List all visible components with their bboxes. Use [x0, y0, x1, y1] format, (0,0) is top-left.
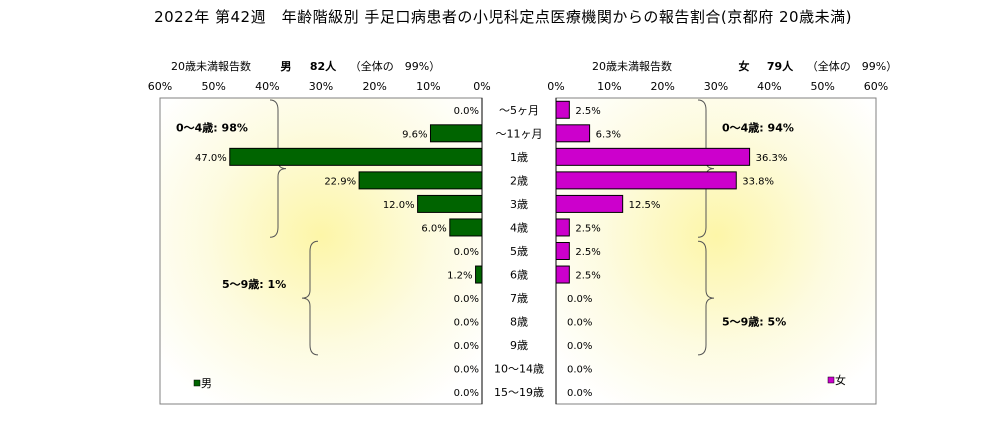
- male-legend-swatch: [193, 379, 201, 387]
- male-value-label: 6.0%: [421, 223, 446, 234]
- category-label: 7歳: [510, 292, 528, 305]
- male-bar: [417, 194, 483, 213]
- female-value-label: 2.5%: [575, 106, 600, 117]
- male-bar: [358, 171, 483, 190]
- female-annotation-0-4: 0～4歳: 94%: [722, 120, 794, 134]
- female-bar: [555, 147, 751, 166]
- female-x-tick-label: 20%: [650, 80, 674, 93]
- female-header-count: 79人: [767, 59, 794, 73]
- male-brace-0-4: [269, 99, 287, 238]
- male-value-label: 0.0%: [454, 106, 479, 117]
- female-bar: [555, 194, 624, 213]
- male-bar: [475, 265, 483, 284]
- female-brace-5-9: [697, 240, 715, 356]
- female-bar: [555, 265, 570, 284]
- category-label: 5歳: [510, 245, 528, 258]
- male-header-count: 82人: [310, 59, 337, 73]
- female-value-label: 6.3%: [596, 129, 621, 140]
- male-bar: [449, 218, 483, 237]
- female-bar: [555, 100, 570, 119]
- female-plot-area: [555, 97, 877, 405]
- male-header-total: （全体の 99%）: [350, 59, 440, 73]
- category-label: 2歳: [510, 174, 528, 187]
- male-value-label: 0.0%: [454, 318, 479, 329]
- female-value-label: 2.5%: [575, 223, 600, 234]
- female-x-tick-label: 60%: [864, 80, 888, 93]
- female-value-label: 36.3%: [756, 153, 788, 164]
- female-value-label: 33.8%: [742, 176, 774, 187]
- female-value-label: 0.0%: [567, 294, 592, 305]
- male-header-count-label: 20歳未満報告数: [171, 60, 251, 73]
- male-brace-5-9: [301, 240, 319, 356]
- category-label: 9歳: [510, 339, 528, 352]
- male-value-label: 1.2%: [447, 271, 472, 282]
- male-x-tick-label: 40%: [255, 80, 279, 93]
- female-bar: [555, 124, 591, 143]
- male-value-label: 0.0%: [454, 365, 479, 376]
- male-value-label: 0.0%: [454, 341, 479, 352]
- chart-title: 2022年 第42週 年齢階級別 手足口病患者の小児科定点医療機関からの報告割合…: [154, 8, 852, 26]
- female-bar: [555, 242, 570, 260]
- female-value-label: 2.5%: [575, 247, 600, 258]
- male-header-sex: 男: [281, 60, 292, 73]
- category-label: 1歳: [510, 151, 528, 164]
- male-annotation-0-4: 0～4歳: 98%: [176, 120, 248, 134]
- female-x-tick-label: 10%: [597, 80, 621, 93]
- male-plot-area: [159, 97, 483, 405]
- male-value-label: 47.0%: [195, 153, 227, 164]
- male-legend-label: 男: [201, 377, 212, 390]
- male-x-tick-label: 10%: [416, 80, 440, 93]
- male-x-tick-label: 30%: [309, 80, 333, 93]
- category-label: 10～14歳: [494, 363, 544, 376]
- category-label: 4歳: [510, 221, 528, 234]
- male-value-label: 12.0%: [383, 200, 415, 211]
- male-value-label: 0.0%: [454, 388, 479, 399]
- female-x-tick-label: 0%: [547, 80, 564, 93]
- category-label: 8歳: [510, 316, 528, 329]
- category-label: ～5ヶ月: [499, 104, 539, 117]
- male-x-tick-label: 20%: [362, 80, 386, 93]
- male-value-label: 0.0%: [454, 247, 479, 258]
- category-label: ～11ヶ月: [496, 127, 543, 140]
- female-x-tick-label: 50%: [810, 80, 834, 93]
- male-x-tick-label: 50%: [201, 80, 225, 93]
- male-value-label: 22.9%: [324, 176, 356, 187]
- female-header-count-label: 20歳未満報告数: [592, 60, 672, 73]
- female-header-sex: 女: [739, 59, 750, 73]
- female-value-label: 0.0%: [567, 365, 592, 376]
- female-brace-0-4: [697, 99, 715, 238]
- female-annotation-5-9: 5～9歳: 5%: [722, 315, 786, 329]
- female-header-total: （全体の 99%）: [807, 59, 897, 73]
- female-value-label: 0.0%: [567, 318, 592, 329]
- male-value-label: 0.0%: [454, 294, 479, 305]
- female-bar: [555, 171, 737, 190]
- female-legend-swatch: [827, 376, 835, 384]
- female-value-label: 2.5%: [575, 271, 600, 282]
- female-bar: [555, 218, 570, 237]
- category-label: 3歳: [510, 198, 528, 211]
- female-x-tick-label: 30%: [704, 80, 728, 93]
- category-label: 6歳: [510, 269, 528, 282]
- category-label: 15～19歳: [494, 386, 544, 399]
- male-bar: [229, 147, 483, 166]
- female-value-label: 0.0%: [567, 388, 592, 399]
- female-value-label: 0.0%: [567, 341, 592, 352]
- male-bar: [429, 124, 483, 143]
- female-value-label: 12.5%: [629, 200, 661, 211]
- male-value-label: 9.6%: [402, 129, 427, 140]
- male-x-tick-label: 60%: [148, 80, 172, 93]
- male-annotation-5-9: 5～9歳: 1%: [222, 277, 286, 291]
- female-legend-label: 女: [835, 373, 846, 387]
- female-x-tick-label: 40%: [757, 80, 781, 93]
- male-x-tick-label: 0%: [473, 80, 490, 93]
